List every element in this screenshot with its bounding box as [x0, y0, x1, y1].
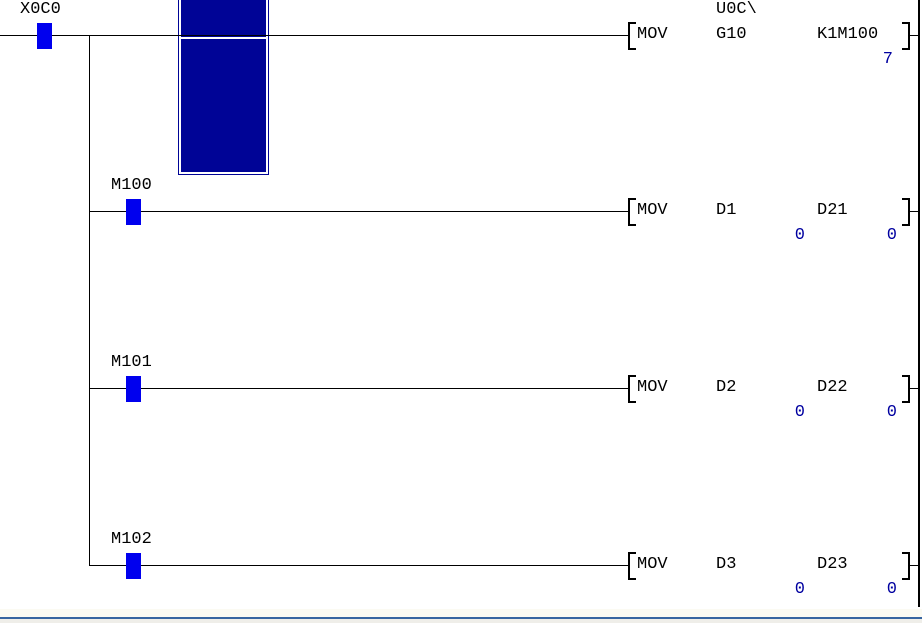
instruction-open-bracket — [628, 375, 636, 403]
rung-wire-2 — [89, 211, 629, 212]
rung-wire-1 — [0, 35, 629, 36]
contact-on-indicator[interactable] — [126, 199, 141, 225]
instruction-source[interactable]: D3 — [716, 555, 737, 574]
contact-on-indicator[interactable] — [126, 376, 141, 402]
selection-cell-divider — [181, 37, 266, 39]
instruction-source[interactable]: G10 — [716, 25, 747, 44]
contact-label: X0C0 — [20, 0, 61, 19]
contact-label: M102 — [111, 530, 152, 549]
instruction-close-bracket — [902, 375, 910, 403]
instruction-op[interactable]: MOV — [637, 378, 668, 397]
monitor-source-value: 0 — [794, 226, 805, 245]
instruction-open-bracket — [628, 22, 636, 50]
instruction-op[interactable]: MOV — [637, 201, 668, 220]
monitor-source-value: 0 — [794, 403, 805, 422]
instruction-op[interactable]: MOV — [637, 25, 668, 44]
monitor-dest-value: 0 — [886, 226, 897, 245]
instruction-source[interactable]: D1 — [716, 201, 737, 220]
pane-bottom-margin — [0, 609, 922, 617]
branch-wire — [89, 35, 90, 566]
contact-on-indicator[interactable] — [126, 553, 141, 579]
right-power-rail — [918, 0, 920, 607]
instruction-open-bracket — [628, 198, 636, 226]
monitor-dest-value: 0 — [886, 403, 897, 422]
window-frame-bottom — [0, 619, 922, 623]
coil-rail-connector-1 — [910, 35, 919, 36]
instruction-dest[interactable]: D22 — [817, 378, 848, 397]
instruction-open-bracket — [628, 552, 636, 580]
contact-label: M101 — [111, 353, 152, 372]
instruction-dest[interactable]: D23 — [817, 555, 848, 574]
coil-rail-connector-4 — [910, 565, 919, 566]
contact-on-indicator[interactable] — [37, 23, 52, 49]
instruction-source[interactable]: D2 — [716, 378, 737, 397]
coil-rail-connector-2 — [910, 211, 919, 212]
rung-wire-4 — [89, 565, 629, 566]
monitor-dest-value: 7 — [882, 50, 893, 69]
coil-rail-connector-3 — [910, 388, 919, 389]
window-frame-line — [0, 617, 922, 619]
selection-cursor[interactable] — [179, 0, 268, 174]
rung-wire-3 — [89, 388, 629, 389]
monitor-source-value: 0 — [794, 580, 805, 599]
instruction-source-prefix[interactable]: U0C\ — [716, 0, 757, 19]
instruction-close-bracket — [902, 198, 910, 226]
instruction-dest[interactable]: D21 — [817, 201, 848, 220]
instruction-close-bracket — [902, 22, 910, 50]
instruction-op[interactable]: MOV — [637, 555, 668, 574]
monitor-dest-value: 0 — [886, 580, 897, 599]
contact-label: M100 — [111, 176, 152, 195]
instruction-close-bracket — [902, 552, 910, 580]
instruction-dest[interactable]: K1M100 — [817, 25, 879, 44]
